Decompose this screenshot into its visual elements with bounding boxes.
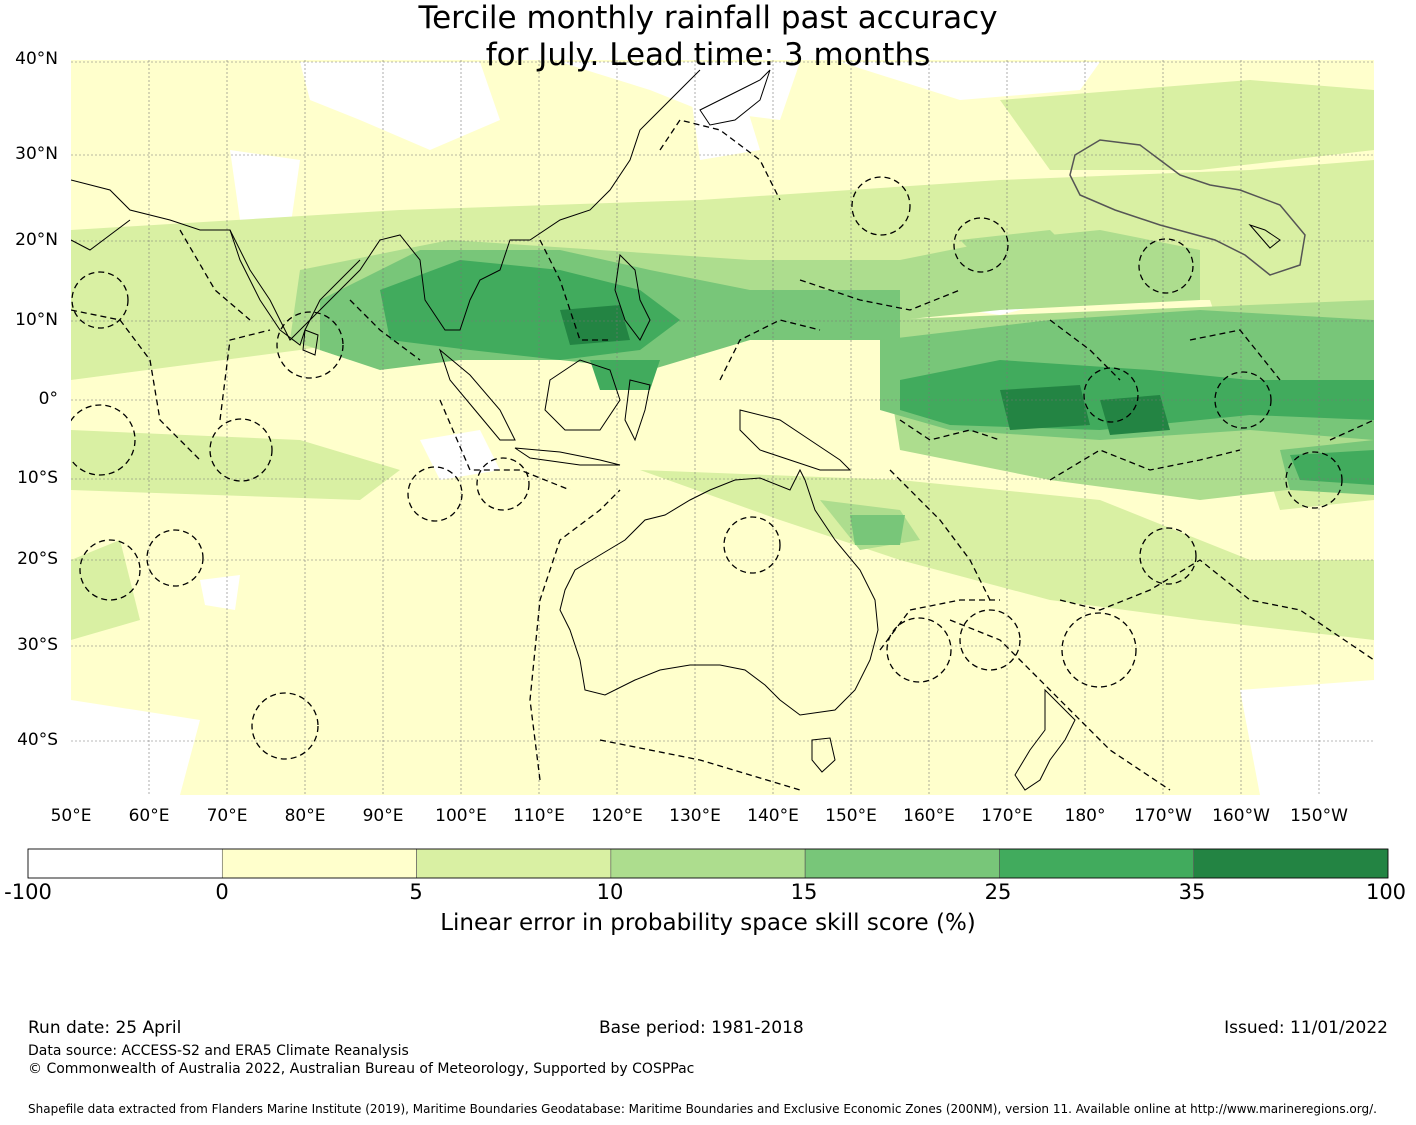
map-title-line1: Tercile monthly rainfall past accuracy — [418, 0, 998, 36]
coastlines — [71, 69, 1281, 791]
lon-label-160w: 160°W — [1212, 806, 1270, 826]
colorbar-tick-minus100: -100 — [4, 880, 52, 904]
lon-label-100e: 100°E — [435, 806, 487, 826]
lat-label-0: 0° — [38, 389, 58, 409]
issued-date: Issued: 11/01/2022 — [1224, 1018, 1388, 1038]
lat-label-10n: 10°N — [15, 310, 58, 330]
colorbar-segment-0 — [27, 848, 223, 879]
colorbar-segment-2 — [416, 848, 612, 879]
lon-label-70e: 70°E — [206, 806, 248, 826]
colorbar-label: Linear error in probability space skill … — [440, 910, 976, 936]
colorbar-tick-5: 5 — [409, 880, 423, 904]
lon-label-150w: 150°W — [1290, 806, 1348, 826]
colorbar-tick-10: 10 — [596, 880, 624, 904]
map-title-line2: for July. Lead time: 3 months — [485, 37, 931, 73]
run-date: Run date: 25 April — [28, 1018, 182, 1038]
graticule — [71, 60, 1374, 795]
lat-label-10s: 10°S — [17, 468, 58, 488]
lat-label-30s: 30°S — [17, 635, 58, 655]
lon-label-150e: 150°E — [825, 806, 877, 826]
colorbar-border — [27, 848, 1389, 879]
lon-label-110e: 110°E — [513, 806, 565, 826]
colorbar-segment-3 — [610, 848, 806, 879]
eez-boundaries — [71, 119, 1374, 791]
lat-label-20n: 20°N — [15, 230, 58, 250]
hawaii-eez-outline — [1069, 139, 1306, 276]
lon-label-90e: 90°E — [362, 806, 404, 826]
colorbar-tick-15: 15 — [790, 880, 818, 904]
colorbar — [27, 848, 1389, 879]
lon-label-130e: 130°E — [669, 806, 721, 826]
lat-label-40s: 40°S — [17, 730, 58, 750]
colorbar-segment-6 — [1193, 848, 1389, 879]
colorbar-tick-0: 0 — [215, 880, 229, 904]
lon-label-170w: 170°W — [1134, 806, 1192, 826]
colorbar-segment-5 — [999, 848, 1195, 879]
lon-label-170e: 170°E — [981, 806, 1033, 826]
lon-label-80e: 80°E — [284, 806, 326, 826]
map-panel — [71, 60, 1374, 795]
lon-label-50e: 50°E — [50, 806, 92, 826]
lon-label-140e: 140°E — [747, 806, 799, 826]
colorbar-segment-4 — [804, 848, 1000, 879]
lon-label-120e: 120°E — [591, 806, 643, 826]
skill-35-100-areas — [560, 305, 1170, 435]
lon-label-180: 180° — [1064, 806, 1106, 826]
lon-label-60e: 60°E — [128, 806, 170, 826]
lat-label-40n: 40°N — [15, 49, 58, 69]
copyright: © Commonwealth of Australia 2022, Austra… — [28, 1061, 695, 1077]
lat-label-30n: 30°N — [15, 144, 58, 164]
base-period: Base period: 1981-2018 — [599, 1018, 804, 1038]
shapefile-credit: Shapefile data extracted from Flanders M… — [28, 1102, 1377, 1116]
lon-label-160e: 160°E — [903, 806, 955, 826]
colorbar-segment-1 — [221, 848, 417, 879]
lat-label-20s: 20°S — [17, 549, 58, 569]
colorbar-tick-35: 35 — [1178, 880, 1206, 904]
colorbar-tick-25: 25 — [984, 880, 1012, 904]
data-source: Data source: ACCESS-S2 and ERA5 Climate … — [28, 1043, 409, 1059]
colorbar-tick-100: 100 — [1365, 880, 1407, 904]
